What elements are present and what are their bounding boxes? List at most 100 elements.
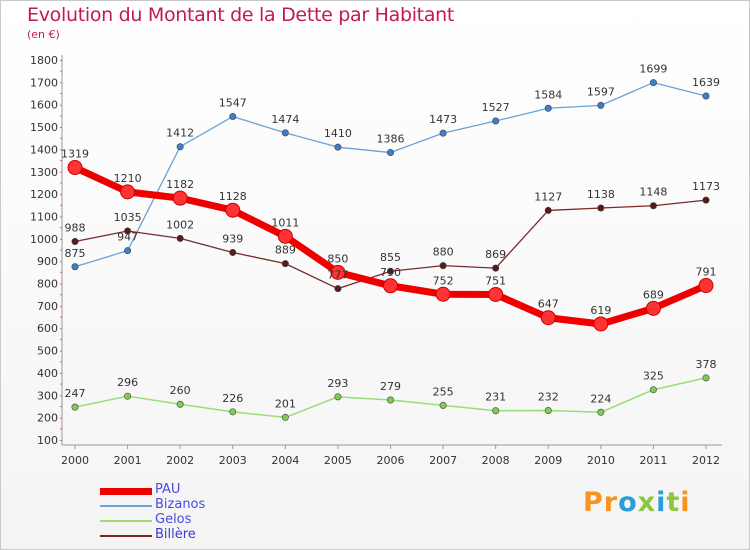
x-tick-label: 2009 <box>534 454 562 467</box>
logo-letter: r <box>603 487 619 518</box>
data-label-billère: 1035 <box>114 211 142 224</box>
data-label-pau: 619 <box>590 304 611 317</box>
x-tick-label: 2008 <box>482 454 510 467</box>
legend-swatch <box>100 487 152 495</box>
logo-letter: i <box>680 487 691 518</box>
y-tick-label: 1700 <box>30 76 58 89</box>
y-tick-label: 1000 <box>30 233 58 246</box>
data-label-billère: 1173 <box>692 180 720 193</box>
x-tick-label: 2010 <box>587 454 615 467</box>
data-label-billère: 880 <box>433 246 454 259</box>
chart-title: Evolution du Montant de la Dette par Hab… <box>27 4 455 26</box>
data-point-bizanos <box>649 79 657 87</box>
data-point-gelos <box>439 401 447 409</box>
data-point-gelos <box>281 413 289 421</box>
data-label-billère: 889 <box>275 244 296 257</box>
data-label-gelos: 279 <box>380 380 401 393</box>
y-tick-label: 100 <box>37 434 58 447</box>
y-tick-label: 1500 <box>30 121 58 134</box>
data-label-gelos: 226 <box>222 392 243 405</box>
data-label-bizanos: 1597 <box>587 85 615 98</box>
data-label-bizanos: 875 <box>65 247 86 260</box>
data-label-pau: 850 <box>327 252 348 265</box>
legend-swatch <box>100 520 152 522</box>
data-point-gelos <box>492 407 500 415</box>
logo-letter: t <box>666 487 681 518</box>
data-point-bizanos <box>597 101 605 109</box>
data-point-bizanos <box>544 104 552 112</box>
data-label-pau: 1210 <box>114 172 142 185</box>
legend-label: Billère <box>155 527 196 542</box>
x-tick-label: 2005 <box>324 454 352 467</box>
data-point-pau <box>645 300 661 316</box>
data-label-billère: 1138 <box>587 188 615 201</box>
data-point-billère <box>334 285 342 293</box>
data-point-billère <box>702 196 710 204</box>
logo-letter: x <box>637 487 657 518</box>
data-point-bizanos <box>702 92 710 100</box>
data-label-bizanos: 1547 <box>219 97 247 110</box>
y-tick-label: 300 <box>37 389 58 402</box>
data-point-bizanos <box>492 117 500 125</box>
data-point-gelos <box>71 403 79 411</box>
y-tick-label: 1100 <box>30 210 58 223</box>
data-label-pau: 1319 <box>61 148 89 161</box>
data-label-billère: 855 <box>380 251 401 264</box>
logo-letter: i <box>656 487 667 518</box>
data-point-bizanos <box>281 129 289 137</box>
data-label-pau: 1182 <box>166 178 194 191</box>
data-label-bizanos: 1412 <box>166 127 194 140</box>
y-tick-label: 400 <box>37 367 58 380</box>
data-label-bizanos: 1584 <box>534 88 562 101</box>
x-tick-label: 2001 <box>114 454 142 467</box>
x-tick-label: 2012 <box>692 454 720 467</box>
y-tick-label: 1300 <box>30 166 58 179</box>
data-point-pau <box>540 310 556 326</box>
data-label-gelos: 296 <box>117 376 138 389</box>
data-point-billère <box>281 260 289 268</box>
data-point-gelos <box>597 408 605 416</box>
data-point-billère <box>124 227 132 235</box>
data-point-billère <box>176 234 184 242</box>
y-tick-label: 700 <box>37 300 58 313</box>
data-label-billère: 1127 <box>534 190 562 203</box>
data-label-gelos: 247 <box>65 387 86 400</box>
data-label-gelos: 378 <box>696 358 717 371</box>
data-point-gelos <box>702 374 710 382</box>
y-tick-label: 800 <box>37 278 58 291</box>
data-point-gelos <box>176 400 184 408</box>
data-point-pau <box>435 286 451 302</box>
data-label-gelos: 232 <box>538 390 559 403</box>
data-point-billère <box>544 206 552 214</box>
data-point-billère <box>71 238 79 246</box>
y-tick-label: 200 <box>37 412 58 425</box>
x-tick-label: 2006 <box>377 454 405 467</box>
y-tick-label: 1400 <box>30 143 58 156</box>
y-tick-label: 1600 <box>30 99 58 112</box>
legend-swatch <box>100 535 152 537</box>
data-point-billère <box>597 204 605 212</box>
data-label-bizanos: 1410 <box>324 127 352 140</box>
y-tick-label: 600 <box>37 322 58 335</box>
y-tick-label: 500 <box>37 345 58 358</box>
data-point-pau <box>488 286 504 302</box>
legend-swatch <box>100 505 152 507</box>
legend-label: Bizanos <box>155 497 206 512</box>
data-label-gelos: 293 <box>327 377 348 390</box>
data-point-bizanos <box>439 129 447 137</box>
data-point-billère <box>439 262 447 270</box>
x-tick-label: 2011 <box>639 454 667 467</box>
data-label-bizanos: 1473 <box>429 113 457 126</box>
data-point-pau <box>67 160 83 176</box>
y-tick-label: 1800 <box>30 54 58 67</box>
data-point-pau <box>120 184 136 200</box>
logo-letter: o <box>618 487 638 518</box>
data-point-bizanos <box>229 113 237 121</box>
data-label-gelos: 231 <box>485 391 506 404</box>
data-point-billère <box>649 202 657 210</box>
x-tick-label: 2002 <box>166 454 194 467</box>
data-label-pau: 752 <box>433 274 454 287</box>
series-line-bizanos <box>74 81 707 268</box>
data-label-bizanos: 947 <box>117 231 138 244</box>
data-point-bizanos <box>124 247 132 255</box>
